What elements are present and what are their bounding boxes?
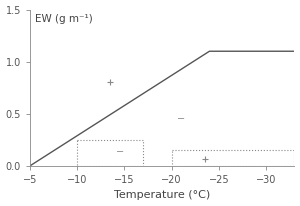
Text: EW (g m⁻¹): EW (g m⁻¹) <box>35 14 93 24</box>
Text: −: − <box>177 114 185 124</box>
Text: −: − <box>116 147 124 157</box>
X-axis label: Temperature (°C): Temperature (°C) <box>114 190 210 200</box>
